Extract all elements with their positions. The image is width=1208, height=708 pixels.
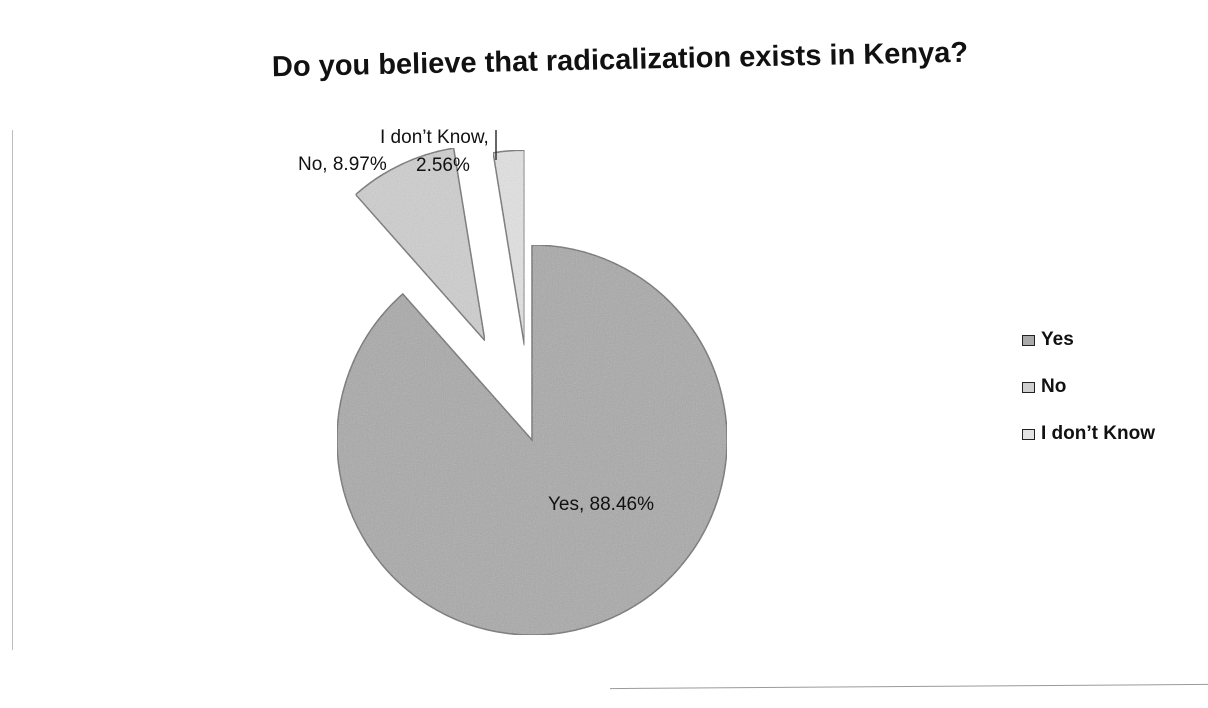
legend-swatch-yes xyxy=(1022,334,1035,346)
legend-item-no: No xyxy=(1022,373,1155,401)
legend-swatch-idk xyxy=(1022,428,1035,440)
legend-item-idk: I don’t Know xyxy=(1022,420,1155,448)
scan-edge-left xyxy=(12,130,13,650)
slice-idk xyxy=(492,149,526,346)
legend-label-idk: I don’t Know xyxy=(1041,423,1155,444)
legend-label-yes: Yes xyxy=(1041,329,1074,350)
legend-swatch-no xyxy=(1022,381,1035,393)
legend: Yes No I don’t Know xyxy=(1022,326,1155,467)
legend-label-no: No xyxy=(1041,376,1067,397)
data-label-idk-line1: I don’t Know, xyxy=(380,127,489,148)
data-label-idk-line2: 2.56% xyxy=(416,155,470,176)
data-label-yes: Yes, 88.46% xyxy=(548,494,654,515)
slice-yes xyxy=(336,244,728,636)
legend-item-yes: Yes xyxy=(1022,326,1155,354)
data-label-no: No, 8.97% xyxy=(298,154,387,175)
slice-no xyxy=(354,147,487,344)
